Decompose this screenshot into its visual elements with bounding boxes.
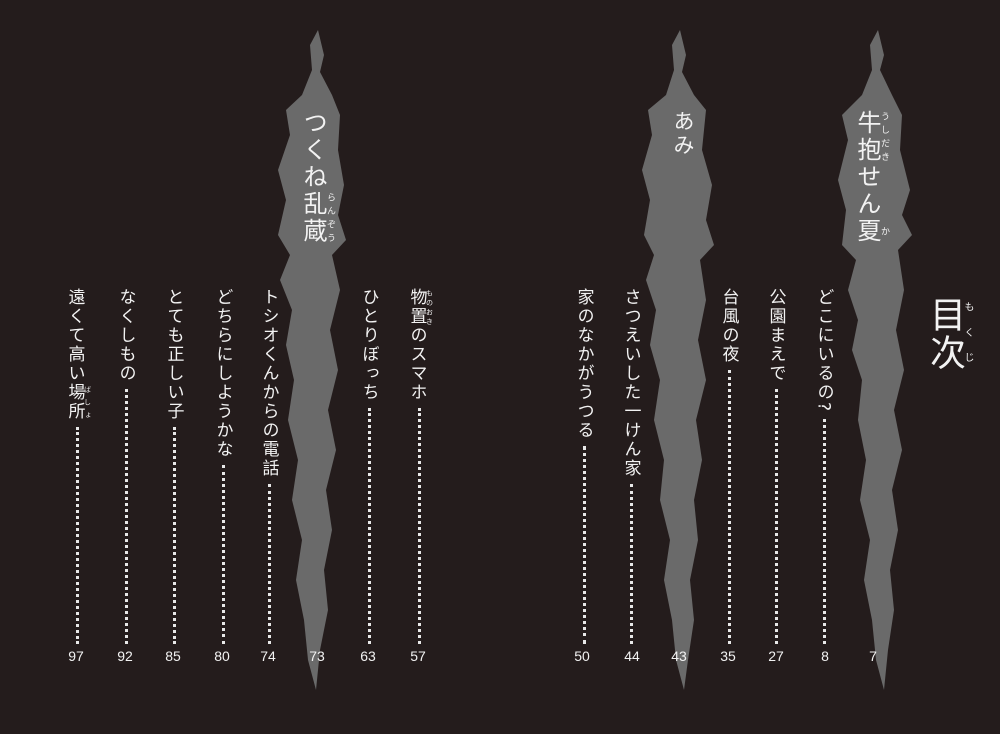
dot-leader [267, 484, 271, 644]
flame-shape-ushidaki [838, 30, 912, 690]
page-number: 73 [309, 648, 325, 664]
page-number: 27 [768, 648, 784, 664]
page-number: 44 [624, 648, 640, 664]
page-number: 63 [360, 648, 376, 664]
page-number: 97 [68, 648, 84, 664]
story-title-ushidaki[interactable]: 牛抱うしだきせん夏か [853, 110, 889, 245]
toc-entry[interactable]: ひとりぼっち [357, 288, 381, 644]
dot-leader [774, 389, 778, 644]
dot-leader [417, 408, 421, 644]
flame-shape-ami [642, 30, 714, 690]
story-title-tsukune[interactable]: つくね乱蔵らんぞう [299, 110, 335, 245]
story-title-ami[interactable]: あみ [671, 110, 695, 158]
toc-entry[interactable]: 公園まえで [764, 288, 788, 644]
toc-entry[interactable]: どちらにしようかな [211, 288, 235, 644]
page-number: 80 [214, 648, 230, 664]
toc-entry[interactable]: どこにいるの? [812, 288, 836, 644]
page-number: 74 [260, 648, 276, 664]
page-number: 7 [869, 648, 877, 664]
page-number: 57 [410, 648, 426, 664]
page-number: 85 [165, 648, 181, 664]
toc-entry[interactable]: さつえいした一けん家 [619, 288, 643, 644]
dot-leader [727, 370, 731, 644]
toc-entry[interactable]: 家のなかがうつる [572, 288, 596, 644]
dot-leader [582, 446, 586, 644]
toc-entry[interactable]: なくしもの [114, 288, 138, 644]
flame-shape-tsukune [278, 30, 346, 690]
dot-leader [221, 465, 225, 644]
toc-entry[interactable]: 遠くて高い場所 ばしょ [65, 288, 92, 644]
page-number: 8 [821, 648, 829, 664]
toc-entry[interactable]: とても正しい子 [162, 288, 186, 644]
toc-entry[interactable]: トシオくんからの電話 [257, 288, 281, 644]
dot-leader [822, 419, 826, 644]
dot-leader [172, 427, 176, 644]
toc-entry[interactable]: 台風の夜 [717, 288, 741, 644]
dot-leader [124, 389, 128, 644]
toc-heading: 目次もくじ [924, 296, 973, 372]
page-number: 92 [117, 648, 133, 664]
page-number: 43 [671, 648, 687, 664]
page-number: 35 [720, 648, 736, 664]
dot-leader [629, 484, 633, 644]
toc-entry[interactable]: 物置 ものおきのスマホ [407, 288, 434, 644]
dot-leader [75, 427, 79, 644]
page-number: 50 [574, 648, 590, 664]
dot-leader [367, 408, 371, 644]
